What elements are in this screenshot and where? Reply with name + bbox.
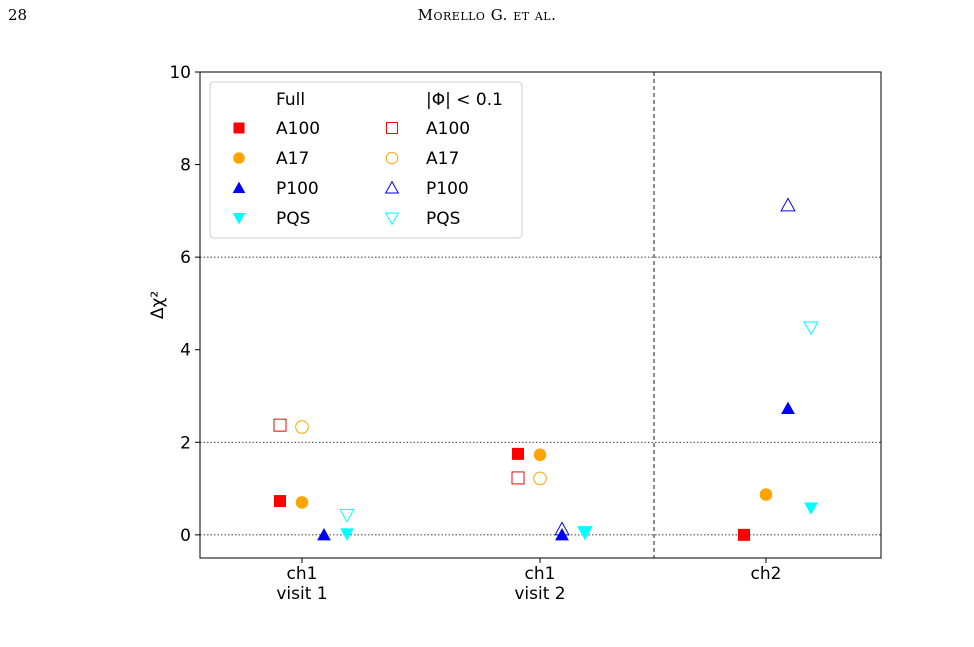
legend-header-phase-cut: |Φ| < 0.1	[426, 90, 503, 110]
legend-label: PQS	[276, 209, 310, 229]
legend-marker-a17	[385, 151, 399, 165]
data-point-p100-full	[555, 527, 569, 541]
grid-layer	[200, 72, 881, 558]
x-tick-label: ch1	[287, 564, 318, 584]
y-tick-label: 6	[180, 248, 191, 268]
legend: Full |Φ| < 0.1 A100 A17 P100 PQS A100 A17 P100 PQ…	[209, 81, 523, 239]
data-point-p100-phase-cut	[780, 197, 796, 212]
legend-marker-pqs	[232, 212, 246, 225]
legend-label: A17	[276, 149, 309, 169]
data-point-a17-full	[533, 448, 547, 462]
y-tick-label: 2	[180, 433, 191, 453]
legend-marker-pqs	[384, 212, 400, 226]
x-tick-label-line2: visit 2	[514, 584, 565, 604]
data-point-pqs-phase-cut	[339, 508, 355, 523]
legend-label: A17	[426, 149, 459, 169]
page-number: 28	[8, 6, 28, 24]
data-point-pqs-full	[804, 502, 818, 515]
legend-marker-p100	[232, 181, 246, 194]
data-point-pqs-phase-cut	[803, 321, 819, 336]
y-axis-label: Δχ²	[148, 291, 168, 319]
data-point-p100-full	[317, 527, 331, 541]
running-head: Morello G. et al.	[417, 6, 557, 24]
x-tick-label: ch2	[751, 564, 782, 584]
legend-label: PQS	[426, 209, 460, 229]
y-tick-label: 10	[169, 63, 191, 83]
data-point-p100-phase-cut	[554, 521, 570, 536]
data-point-a100-phase-cut	[511, 471, 525, 485]
legend-label: A100	[426, 119, 470, 139]
legend-marker-a100	[386, 122, 398, 134]
data-point-p100-full	[781, 401, 795, 415]
marks-layer	[273, 197, 819, 541]
y-tick-label: 8	[180, 156, 191, 176]
legend-marker-p100	[384, 180, 400, 194]
data-point-a100-full	[738, 528, 750, 541]
x-tick-label: ch1	[525, 564, 556, 584]
y-tick-label: 4	[180, 341, 191, 361]
legend-box	[209, 81, 523, 239]
data-point-a17-phase-cut	[533, 471, 547, 486]
data-point-a17-phase-cut	[295, 420, 309, 434]
data-point-a100-phase-cut	[273, 418, 287, 432]
x-tick-label-line2: visit 1	[276, 584, 327, 604]
legend-label: P100	[426, 179, 469, 199]
legend-label: A100	[276, 119, 320, 139]
legend-label: P100	[276, 179, 319, 199]
y-tick-label: 0	[180, 526, 191, 546]
legend-marker-a17	[233, 152, 245, 164]
data-point-a100-full	[274, 495, 286, 508]
data-point-a100-full	[512, 447, 524, 460]
legend-marker-a100	[233, 122, 245, 134]
data-point-pqs-full	[578, 526, 592, 539]
legend-header-full: Full	[276, 90, 305, 110]
data-point-a17-full	[295, 496, 309, 509]
data-point-a17-full	[759, 488, 773, 501]
data-point-pqs-full	[340, 528, 354, 541]
data-point-pqs-phase-cut	[577, 526, 593, 541]
